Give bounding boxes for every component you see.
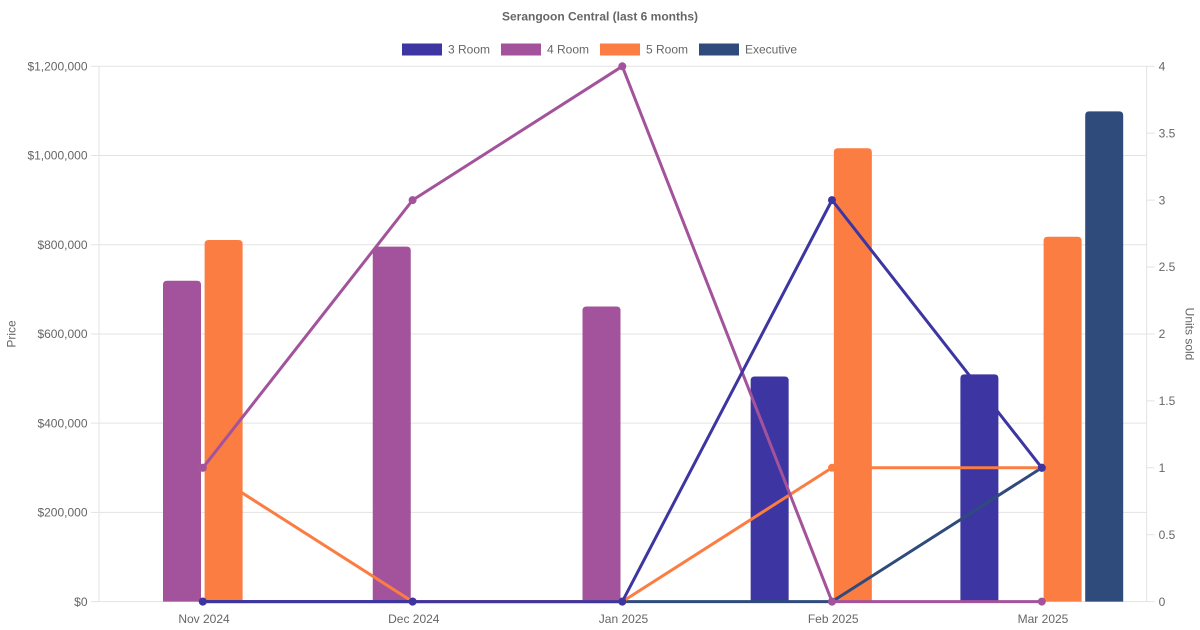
svg-text:Feb 2025: Feb 2025 — [808, 612, 859, 626]
svg-text:2.5: 2.5 — [1159, 260, 1176, 274]
svg-text:4: 4 — [1159, 60, 1166, 74]
svg-text:3 Room: 3 Room — [448, 43, 490, 57]
svg-text:Mar 2025: Mar 2025 — [1018, 612, 1069, 626]
svg-text:$600,000: $600,000 — [37, 327, 87, 341]
svg-text:Price: Price — [5, 320, 19, 348]
svg-text:5 Room: 5 Room — [646, 43, 688, 57]
svg-text:1: 1 — [1159, 461, 1166, 475]
svg-text:2: 2 — [1159, 327, 1166, 341]
svg-text:1.5: 1.5 — [1159, 394, 1176, 408]
svg-text:$1,200,000: $1,200,000 — [27, 60, 87, 74]
svg-text:Jan 2025: Jan 2025 — [599, 612, 649, 626]
svg-text:Units sold: Units sold — [1183, 308, 1197, 361]
svg-text:3.5: 3.5 — [1159, 126, 1176, 140]
svg-text:Nov 2024: Nov 2024 — [178, 612, 230, 626]
svg-text:3: 3 — [1159, 193, 1166, 207]
svg-text:$0: $0 — [74, 595, 88, 609]
svg-text:Executive: Executive — [745, 43, 797, 57]
svg-text:$200,000: $200,000 — [37, 506, 87, 520]
svg-text:$1,000,000: $1,000,000 — [27, 149, 87, 163]
svg-text:4 Room: 4 Room — [547, 43, 589, 57]
svg-text:$400,000: $400,000 — [37, 416, 87, 430]
svg-text:Serangoon Central (last 6 mont: Serangoon Central (last 6 months) — [502, 10, 698, 24]
svg-text:0: 0 — [1159, 595, 1166, 609]
svg-text:0.5: 0.5 — [1159, 528, 1176, 542]
svg-text:$800,000: $800,000 — [37, 238, 87, 252]
svg-text:Dec 2024: Dec 2024 — [388, 612, 440, 626]
